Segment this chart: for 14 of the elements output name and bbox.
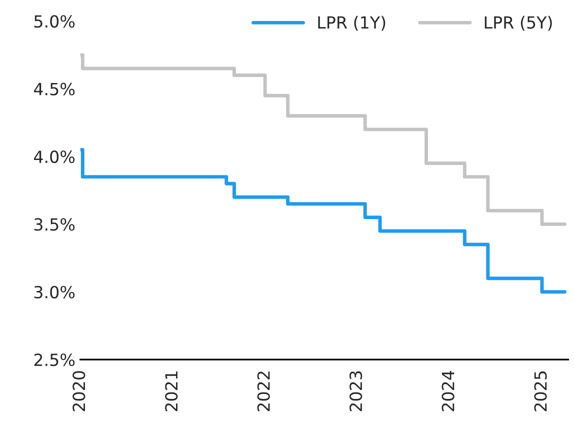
x-tick-label: 2024: [442, 370, 454, 412]
y-tick-label: 3.5%: [34, 218, 75, 231]
x-tick-label: 2023: [350, 371, 362, 412]
x-tick-label: 2020: [72, 371, 86, 412]
x-tick-label: 2025: [534, 371, 547, 412]
y-tick-label: 4.5%: [34, 82, 75, 96]
legend-label: LPR (1Y): [318, 16, 386, 31]
x-tick-label: 2022: [257, 372, 270, 412]
y-tick-label: 5.0%: [34, 15, 75, 28]
legend-label: LPR (5Y): [484, 16, 552, 31]
y-tick-label: 2.5%: [34, 354, 75, 366]
y-tick-label: 4.0%: [34, 150, 75, 164]
x-tick-label: 2021: [165, 372, 178, 412]
y-tick-label: 3.0%: [34, 286, 75, 298]
